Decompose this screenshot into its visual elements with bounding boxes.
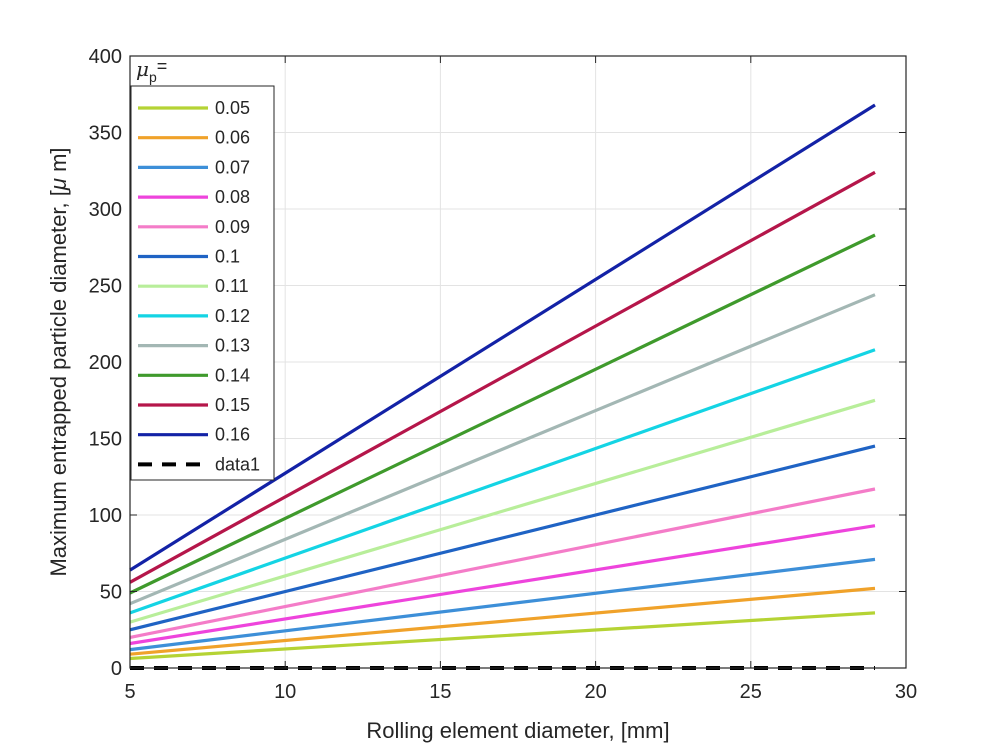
series-line-0-07 [129,557,876,652]
x-axis-title: Rolling element diameter, [mm] [366,718,669,743]
series-line-0-06 [129,586,876,656]
x-tick-label: 5 [124,681,135,703]
legend-label: 0.16 [215,425,250,445]
legend-entries: 0.05 0.06 0.07 0.08 0.09 0.1 0.11 0.12 0.13 0.14 0… [138,98,260,474]
legend-title-equals: = [157,56,168,76]
y-tick-label: 0 [111,658,122,680]
y-tick-label: 400 [89,46,122,68]
axis-ticks [129,55,907,669]
legend-title-subscript: p [149,69,157,85]
series-line-0-08 [129,524,876,646]
series-line-0-13 [129,293,876,606]
legend-label: 0.13 [215,336,250,356]
legend-box [130,85,275,481]
y-tick-label: 150 [89,429,122,451]
y-axis-title-suffix: m] [46,147,71,178]
legend-label: 0.08 [215,187,250,207]
legend-label: data1 [215,454,260,474]
series-line-0-05 [129,611,876,661]
x-tick-label: 15 [429,681,451,703]
legend-label: 0.06 [215,128,250,148]
legend-label: 0.15 [215,395,250,415]
legend-label: 0.07 [215,157,250,177]
y-axis-title: Maximum entrapped particle diameter, [μ … [46,147,71,576]
legend-label: 0.12 [215,306,250,326]
x-tick-label: 25 [740,681,762,703]
y-axis-title-mu: μ [46,178,71,191]
series-line-0-1 [129,444,876,632]
y-tick-labels: 0 50 100 150 200 250 300 350 400 [89,46,122,680]
series-line-0-15 [129,170,876,584]
series-line-0-16 [129,103,876,572]
y-tick-label: 250 [89,276,122,298]
legend-label: 0.09 [215,217,250,237]
series-line-0-11 [129,398,876,624]
legend: μp= 0.050.060.070.080.090.10.110.120.130… [130,56,275,481]
x-tick-label: 20 [584,681,606,703]
legend-label: 0.14 [215,365,250,385]
legend-label: 0.05 [215,98,250,118]
legend-label: 0.11 [215,276,249,296]
y-tick-label: 350 [89,123,122,145]
series-line-0-12 [129,348,876,615]
x-tick-label: 30 [895,681,917,703]
legend-title: μp= [136,56,167,85]
series-line-0-09 [129,487,876,639]
y-axis-title-prefix: Maximum entrapped particle diameter, [ [46,190,71,576]
y-tick-label: 200 [89,352,122,374]
x-tick-labels: 5 10 15 20 25 30 [124,681,917,703]
series-line-0-14 [129,233,876,595]
y-tick-label: 300 [89,199,122,221]
y-tick-label: 100 [89,505,122,527]
y-tick-label: 50 [100,582,122,604]
legend-label: 0.1 [215,247,240,267]
legend-title-mu: μ [136,57,149,81]
x-tick-label: 10 [274,681,296,703]
